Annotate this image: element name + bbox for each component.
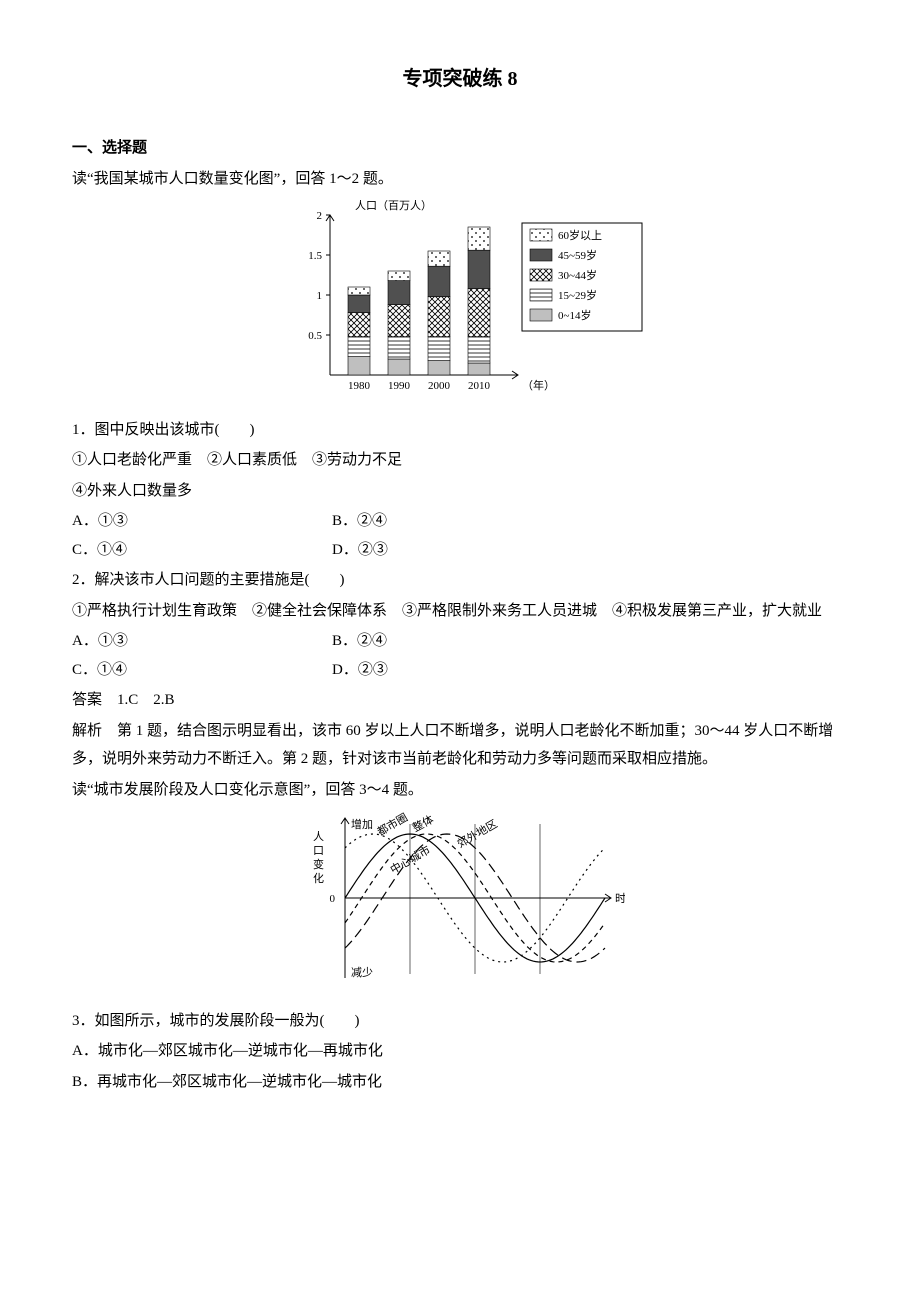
q1-opt-a: A．①③ (72, 507, 332, 536)
svg-text:1990: 1990 (388, 380, 411, 392)
q3-stem: 3．如图所示，城市的发展阶段一般为( ) (72, 1007, 848, 1036)
q1-opt-c: C．①④ (72, 536, 332, 565)
intro-text-1: 读“我国某城市人口数量变化图”，回答 1～2 题。 (72, 165, 848, 194)
svg-text:2: 2 (317, 210, 323, 222)
intro-text-2: 读“城市发展阶段及人口变化示意图”，回答 3～4 题。 (72, 776, 848, 805)
explanation-body: 第 1 题，结合图示明显看出，该市 60 岁以上人口不断增多，说明人口老龄化不断… (72, 723, 833, 768)
chart-2: 0都市圈整体中心城市郊外地区人口变化增加减少时间 (72, 808, 848, 999)
q1-opt-b: B．②④ (332, 507, 387, 536)
svg-text:1980: 1980 (348, 380, 371, 392)
q3-opt-a: A．城市化—郊区城市化—逆城市化—再城市化 (72, 1037, 848, 1066)
q1-stem: 1．图中反映出该城市( ) (72, 416, 848, 445)
svg-text:化: 化 (313, 871, 324, 885)
svg-text:30~44岁: 30~44岁 (558, 268, 597, 282)
chart-1: 人口（百万人） 0.5 1 1.5 2 1980 1990 2000 2010 （年） 60岁以… (72, 197, 848, 408)
svg-text:增加: 增加 (351, 817, 373, 831)
svg-text:人口（百万人）: 人口（百万人） (355, 199, 432, 212)
q3-opt-b: B．再城市化—郊区城市化—逆城市化—城市化 (72, 1068, 848, 1097)
section-heading: 一、选择题 (72, 134, 848, 163)
q2-opt-a: A．①③ (72, 627, 332, 656)
page-title: 专项突破练 8 (72, 60, 848, 98)
svg-text:整体: 整体 (410, 812, 436, 835)
svg-text:时间: 时间 (615, 892, 625, 905)
q2-stem: 2．解决该市人口问题的主要措施是( ) (72, 566, 848, 595)
q1-opts-line2: ①人口老龄化严重 ②人口素质低 ③劳动力不足 (72, 446, 848, 475)
svg-text:15~29岁: 15~29岁 (558, 288, 597, 302)
svg-text:0~14岁: 0~14岁 (558, 308, 591, 322)
svg-text:口: 口 (313, 845, 324, 857)
q1-opts-line3: ④外来人口数量多 (72, 477, 848, 506)
svg-text:郊外地区: 郊外地区 (455, 817, 500, 850)
svg-text:（年）: （年） (522, 378, 555, 392)
explanation-12: 解析 第 1 题，结合图示明显看出，该市 60 岁以上人口不断增多，说明人口老龄… (72, 717, 848, 774)
svg-text:0: 0 (330, 893, 336, 905)
q2-opt-c: C．①④ (72, 656, 332, 685)
svg-text:60岁以上: 60岁以上 (558, 228, 602, 242)
svg-text:45~59岁: 45~59岁 (558, 248, 597, 262)
svg-text:2010: 2010 (468, 380, 491, 392)
answer-12: 答案 1.C 2.B (72, 686, 848, 715)
q2-opt-b: B．②④ (332, 627, 387, 656)
svg-text:0.5: 0.5 (308, 330, 322, 342)
q2-opt-d: D．②③ (332, 656, 388, 685)
q2-opts-line2: ①严格执行计划生育政策 ②健全社会保障体系 ③严格限制外来务工人员进城 ④积极发… (72, 597, 848, 626)
svg-text:变: 变 (313, 857, 324, 871)
explanation-label: 解析 (72, 723, 102, 739)
svg-text:2000: 2000 (428, 380, 451, 392)
svg-text:人: 人 (313, 830, 324, 843)
svg-text:1.5: 1.5 (308, 250, 322, 262)
q1-opt-d: D．②③ (332, 536, 388, 565)
svg-text:减少: 减少 (351, 966, 373, 979)
svg-text:1: 1 (317, 290, 323, 302)
